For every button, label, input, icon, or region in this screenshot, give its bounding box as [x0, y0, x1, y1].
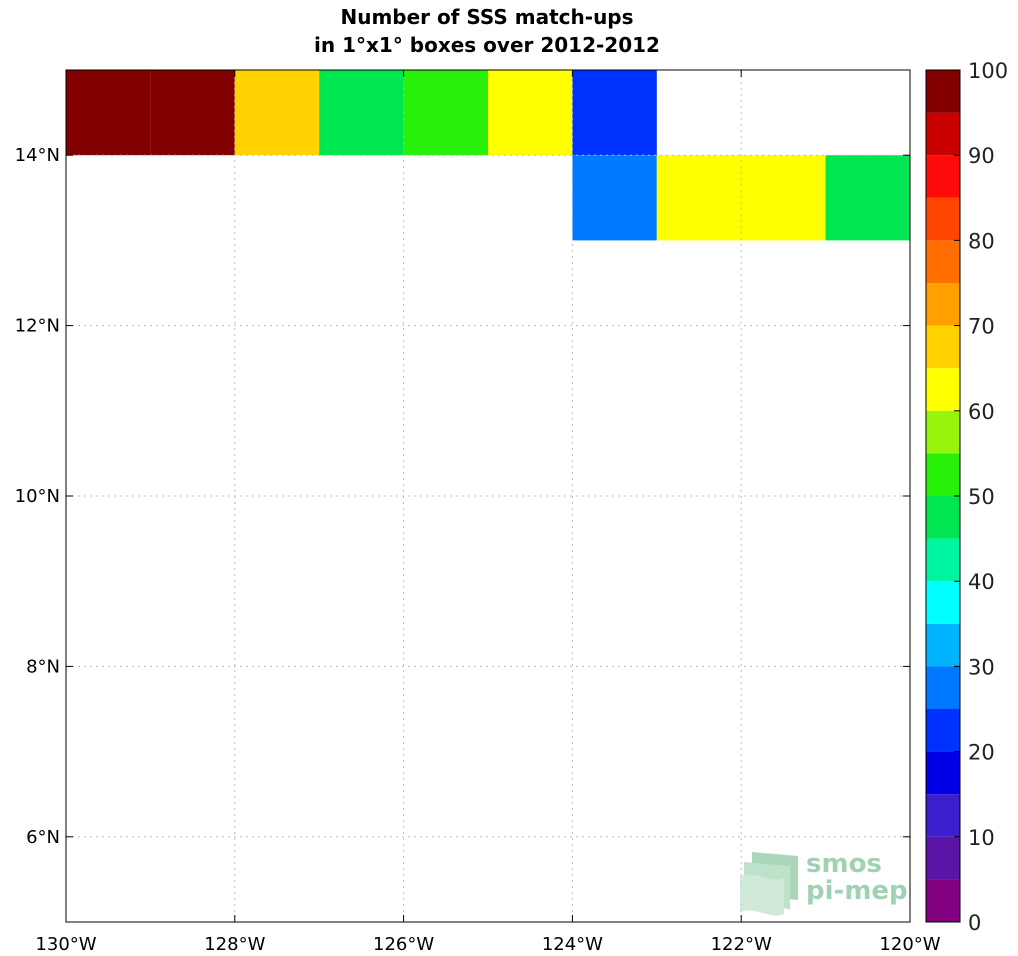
colorbar-segment — [926, 581, 960, 624]
y-tick-label: 6°N — [26, 827, 60, 848]
y-tick-label: 12°N — [15, 316, 60, 337]
colorbar-tick-label: 40 — [968, 570, 995, 594]
colorbar-segment — [926, 496, 960, 539]
x-tick-label: 130°W — [35, 934, 96, 955]
logo-text-pi-mep: pi-mep — [806, 876, 908, 906]
colorbar-segment — [926, 197, 960, 241]
colorbar-tick-label: 80 — [968, 229, 995, 253]
colorbar-segment — [926, 155, 960, 198]
y-tick-label: 8°N — [26, 656, 60, 677]
x-axis-ticks: 130°W 128°W 126°W 124°W 122°W 120°W — [35, 70, 941, 955]
heatmap-cell — [150, 70, 235, 156]
x-tick-label: 124°W — [542, 934, 603, 955]
colorbar-segment — [926, 70, 960, 113]
heatmap-cell — [572, 70, 657, 156]
title-line-1: Number of SSS match-ups — [340, 5, 633, 29]
x-tick-label: 120°W — [879, 934, 940, 955]
colorbar-tick-label: 20 — [968, 741, 995, 765]
chart-title: Number of SSS match-ups in 1°x1° boxes o… — [314, 5, 660, 57]
heatmap-cell — [234, 70, 320, 156]
y-axis-ticks: 6°N 8°N 10°N 12°N 14°N — [15, 145, 910, 848]
colorbar-segment — [926, 751, 960, 795]
heatmap-cell — [825, 155, 910, 241]
colorbar-segment — [926, 538, 960, 582]
heatmap-cell — [656, 155, 742, 241]
colorbar-segment — [926, 623, 960, 667]
colorbar-tick-label: 60 — [968, 400, 995, 424]
logo-text-smos: smos — [806, 849, 882, 879]
colorbar-tick-label: 0 — [968, 911, 981, 935]
colorbar: 0 10 20 30 40 50 60 70 80 90 100 — [925, 59, 1008, 935]
x-tick-label: 128°W — [204, 934, 265, 955]
logo-mark-icon — [740, 852, 798, 916]
heatmap-cell — [319, 70, 404, 156]
colorbar-segment — [926, 666, 960, 709]
heatmap-cells — [66, 70, 910, 241]
grid-lines — [66, 70, 910, 922]
colorbar-segment — [926, 709, 960, 752]
title-line-2: in 1°x1° boxes over 2012-2012 — [314, 33, 660, 57]
colorbar-segment — [926, 368, 960, 411]
colorbar-segment — [926, 112, 960, 156]
colorbar-tick-label: 50 — [968, 485, 995, 509]
colorbar-segment — [926, 794, 960, 837]
heatmap-cell — [403, 70, 488, 156]
colorbar-segment — [926, 283, 960, 326]
colorbar-segment — [926, 410, 960, 454]
smos-pi-mep-logo: smos pi-mep — [740, 849, 908, 916]
heatmap-cell — [741, 155, 826, 241]
colorbar-segment — [926, 453, 960, 496]
colorbar-tick-label: 10 — [968, 826, 995, 850]
colorbar-segment — [926, 836, 960, 880]
colorbar-tick-label: 100 — [968, 59, 1008, 83]
colorbar-tick-label: 90 — [968, 144, 995, 168]
colorbar-segment — [926, 325, 960, 369]
heatmap-cell — [488, 70, 573, 156]
heatmap-cell — [572, 155, 657, 241]
colorbar-tick-label: 30 — [968, 655, 995, 679]
colorbar-tick-label: 70 — [968, 315, 995, 339]
x-tick-label: 126°W — [373, 934, 434, 955]
colorbar-segment — [926, 240, 960, 283]
y-tick-label: 14°N — [15, 145, 60, 166]
colorbar-segment — [926, 879, 960, 922]
x-tick-label: 122°W — [711, 934, 772, 955]
y-tick-label: 10°N — [15, 486, 60, 507]
heatmap-cell — [66, 70, 151, 156]
